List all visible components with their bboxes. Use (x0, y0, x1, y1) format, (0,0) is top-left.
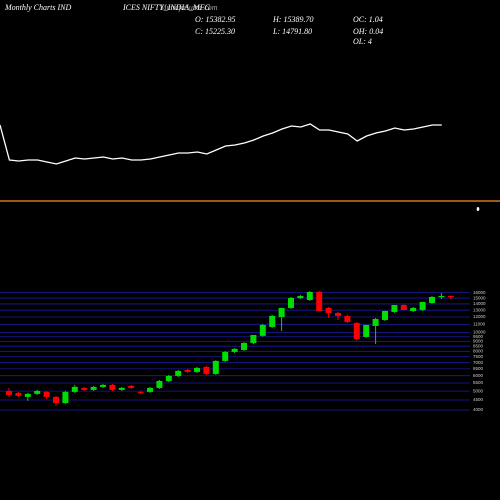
candle-body (288, 297, 294, 308)
candle-body (24, 393, 31, 397)
candle-body (438, 295, 445, 297)
candle-body (15, 392, 22, 396)
oc-text: OC: 1.04 (353, 15, 383, 24)
y-tick-label: 6500 (473, 366, 484, 371)
chart-title: Monthly Charts IND (4, 3, 71, 12)
y-tick-label: 8000 (473, 348, 484, 353)
y-tick-label: 11000 (473, 322, 486, 327)
y-tick-label: 14000 (473, 301, 486, 306)
candle-body (34, 390, 41, 394)
plot (0, 123, 454, 406)
candle-body (194, 367, 200, 372)
y-tick-label: 8500 (473, 343, 484, 348)
y-tick-label: 7500 (473, 354, 484, 359)
candle-body (62, 391, 69, 403)
indicator-line (0, 123, 442, 165)
candle-body (241, 342, 247, 350)
candle-body (306, 291, 313, 300)
candle-body (175, 370, 182, 376)
y-tick-label: 9000 (473, 339, 484, 344)
candle-body (325, 307, 332, 313)
candle-body (372, 318, 379, 326)
candle-body (90, 386, 97, 390)
candle-body (447, 295, 454, 297)
candle-body (335, 312, 341, 316)
candle-body (43, 391, 50, 397)
candle-body (81, 387, 88, 390)
candle-body (147, 387, 153, 392)
candle-body (429, 296, 435, 303)
candle-body (231, 348, 238, 352)
y-tick-label: 5000 (473, 388, 484, 393)
y-tick-label: 12000 (473, 314, 486, 319)
close-text: C: 15225.30 (195, 27, 235, 36)
candle-body (203, 366, 210, 374)
candle-body (128, 385, 135, 388)
open-text: O: 15382.95 (195, 15, 235, 24)
candle-body (222, 351, 229, 361)
oh-text: OH: 0.04 (353, 27, 383, 36)
candle-body (391, 304, 398, 312)
marker-dot (476, 207, 480, 211)
candle-body (400, 304, 407, 310)
source: MunafaSutra.com (159, 3, 218, 12)
y-tick-label: 9500 (473, 334, 484, 339)
y-tick-label: 5500 (473, 380, 484, 385)
candle-body (6, 390, 12, 395)
ol-text: OL: 4 (353, 37, 372, 46)
candle-body (100, 384, 106, 387)
candle-body (363, 324, 370, 337)
y-tick-label: 16000 (473, 290, 486, 295)
candle-body (71, 386, 78, 392)
candle-body (353, 322, 360, 339)
candle-body (156, 380, 163, 388)
candle-body (109, 384, 116, 390)
y-tick-label: 15000 (473, 295, 486, 300)
candle-body (212, 360, 219, 374)
y-tick-label: 6000 (473, 373, 484, 378)
candle-body (118, 387, 125, 390)
y-tick-label: 10000 (473, 330, 486, 335)
candle-body (297, 295, 304, 298)
candle-body (250, 334, 257, 343)
candle-body (316, 291, 323, 311)
candle-body (419, 301, 426, 310)
candle-body (344, 315, 351, 322)
y-tick-label: 13000 (473, 307, 486, 312)
symbol: ICES NIFTY_INDIA_MFG (122, 3, 211, 12)
candle-body (137, 391, 144, 393)
y-tick-label: 4500 (473, 397, 484, 402)
candle-body (259, 324, 266, 336)
candle-body (410, 307, 417, 311)
high-text: H: 15389.70 (272, 15, 313, 24)
y-tick-label: 4000 (473, 407, 484, 412)
candle-body (382, 310, 388, 320)
low-text: L: 14791.80 (272, 27, 312, 36)
y-tick-label: 7000 (473, 360, 484, 365)
candle-body (53, 396, 59, 403)
candle-body (278, 307, 285, 317)
candle-body (269, 315, 276, 327)
candle-body (165, 375, 172, 381)
candle-body (184, 369, 191, 372)
